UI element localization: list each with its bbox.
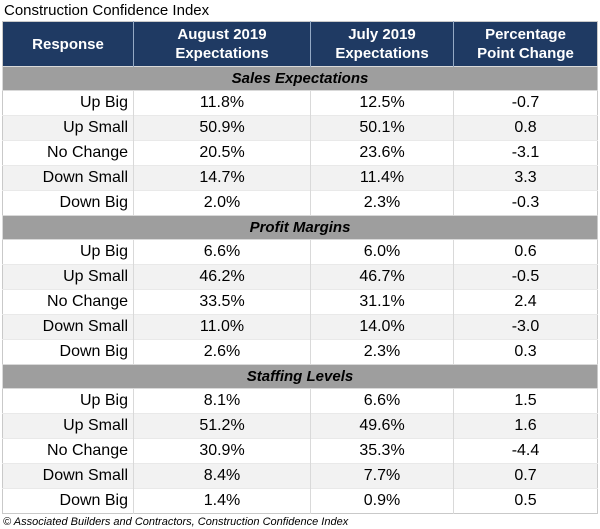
change-value-cell: 1.5 — [453, 388, 598, 414]
confidence-index-table: Response August 2019 Expectations July 2… — [2, 21, 598, 514]
july-value-cell: 23.6% — [310, 140, 454, 166]
section-label: Staffing Levels — [2, 364, 598, 389]
response-cell: Down Big — [2, 488, 134, 514]
july-value-cell: 6.0% — [310, 239, 454, 265]
table-row: Down Small 8.4% 7.7% 0.7 — [2, 463, 598, 489]
section-row-profit-margins: Profit Margins — [2, 215, 598, 240]
change-value-cell: -4.4 — [453, 438, 598, 464]
response-cell: No Change — [2, 289, 134, 315]
august-value-cell: 14.7% — [133, 165, 311, 191]
august-value-cell: 46.2% — [133, 264, 311, 290]
change-value-cell: 0.7 — [453, 463, 598, 489]
response-cell: Down Small — [2, 314, 134, 340]
table-row: Up Small 50.9% 50.1% 0.8 — [2, 115, 598, 141]
july-value-cell: 2.3% — [310, 339, 454, 365]
table-row: No Change 30.9% 35.3% -4.4 — [2, 438, 598, 464]
table-row: Up Small 46.2% 46.7% -0.5 — [2, 264, 598, 290]
response-cell: Up Small — [2, 115, 134, 141]
change-value-cell: 0.6 — [453, 239, 598, 265]
change-value-cell: 0.8 — [453, 115, 598, 141]
change-value-cell: -0.3 — [453, 190, 598, 216]
response-cell: No Change — [2, 438, 134, 464]
column-header-response: Response — [2, 21, 134, 67]
table-row: Up Big 8.1% 6.6% 1.5 — [2, 388, 598, 414]
change-value-cell: 0.3 — [453, 339, 598, 365]
response-cell: Down Small — [2, 165, 134, 191]
change-value-cell: -0.7 — [453, 90, 598, 116]
response-cell: Up Big — [2, 239, 134, 265]
july-value-cell: 14.0% — [310, 314, 454, 340]
response-cell: Up Small — [2, 413, 134, 439]
august-value-cell: 51.2% — [133, 413, 311, 439]
table-header: Response August 2019 Expectations July 2… — [2, 21, 598, 67]
change-value-cell: 1.6 — [453, 413, 598, 439]
july-value-cell: 46.7% — [310, 264, 454, 290]
table-row: Up Small 51.2% 49.6% 1.6 — [2, 413, 598, 439]
august-value-cell: 50.9% — [133, 115, 311, 141]
august-value-cell: 6.6% — [133, 239, 311, 265]
august-value-cell: 33.5% — [133, 289, 311, 315]
copyright-attribution: © Associated Builders and Contractors, C… — [3, 516, 349, 528]
august-value-cell: 8.1% — [133, 388, 311, 414]
change-value-cell: 3.3 — [453, 165, 598, 191]
section-label: Sales Expectations — [2, 66, 598, 91]
august-value-cell: 2.0% — [133, 190, 311, 216]
page-title: Construction Confidence Index — [4, 2, 210, 19]
response-cell: Up Big — [2, 90, 134, 116]
column-header-july-2019: July 2019 Expectations — [310, 21, 454, 67]
change-value-cell: -3.1 — [453, 140, 598, 166]
august-value-cell: 2.6% — [133, 339, 311, 365]
july-value-cell: 2.3% — [310, 190, 454, 216]
response-cell: Up Small — [2, 264, 134, 290]
august-value-cell: 11.8% — [133, 90, 311, 116]
change-value-cell: 2.4 — [453, 289, 598, 315]
column-header-pct-point-change: Percentage Point Change — [453, 21, 598, 67]
table-row: Down Small 11.0% 14.0% -3.0 — [2, 314, 598, 340]
table-row: Down Small 14.7% 11.4% 3.3 — [2, 165, 598, 191]
table-row: Down Big 2.6% 2.3% 0.3 — [2, 339, 598, 365]
august-value-cell: 30.9% — [133, 438, 311, 464]
response-cell: Down Big — [2, 339, 134, 365]
july-value-cell: 7.7% — [310, 463, 454, 489]
table-row: No Change 20.5% 23.6% -3.1 — [2, 140, 598, 166]
july-value-cell: 35.3% — [310, 438, 454, 464]
response-cell: Down Small — [2, 463, 134, 489]
response-cell: No Change — [2, 140, 134, 166]
july-value-cell: 0.9% — [310, 488, 454, 514]
change-value-cell: 0.5 — [453, 488, 598, 514]
section-row-sales-expectations: Sales Expectations — [2, 66, 598, 91]
response-cell: Down Big — [2, 190, 134, 216]
section-row-staffing-levels: Staffing Levels — [2, 364, 598, 389]
section-label: Profit Margins — [2, 215, 598, 240]
august-value-cell: 20.5% — [133, 140, 311, 166]
table-row: Down Big 1.4% 0.9% 0.5 — [2, 488, 598, 514]
response-cell: Up Big — [2, 388, 134, 414]
august-value-cell: 8.4% — [133, 463, 311, 489]
august-value-cell: 11.0% — [133, 314, 311, 340]
july-value-cell: 31.1% — [310, 289, 454, 315]
july-value-cell: 11.4% — [310, 165, 454, 191]
july-value-cell: 12.5% — [310, 90, 454, 116]
july-value-cell: 50.1% — [310, 115, 454, 141]
change-value-cell: -3.0 — [453, 314, 598, 340]
table-row: Up Big 6.6% 6.0% 0.6 — [2, 239, 598, 265]
table-row: Down Big 2.0% 2.3% -0.3 — [2, 190, 598, 216]
july-value-cell: 49.6% — [310, 413, 454, 439]
column-header-august-2019: August 2019 Expectations — [133, 21, 311, 67]
table-row: No Change 33.5% 31.1% 2.4 — [2, 289, 598, 315]
change-value-cell: -0.5 — [453, 264, 598, 290]
july-value-cell: 6.6% — [310, 388, 454, 414]
table-row: Up Big 11.8% 12.5% -0.7 — [2, 90, 598, 116]
august-value-cell: 1.4% — [133, 488, 311, 514]
